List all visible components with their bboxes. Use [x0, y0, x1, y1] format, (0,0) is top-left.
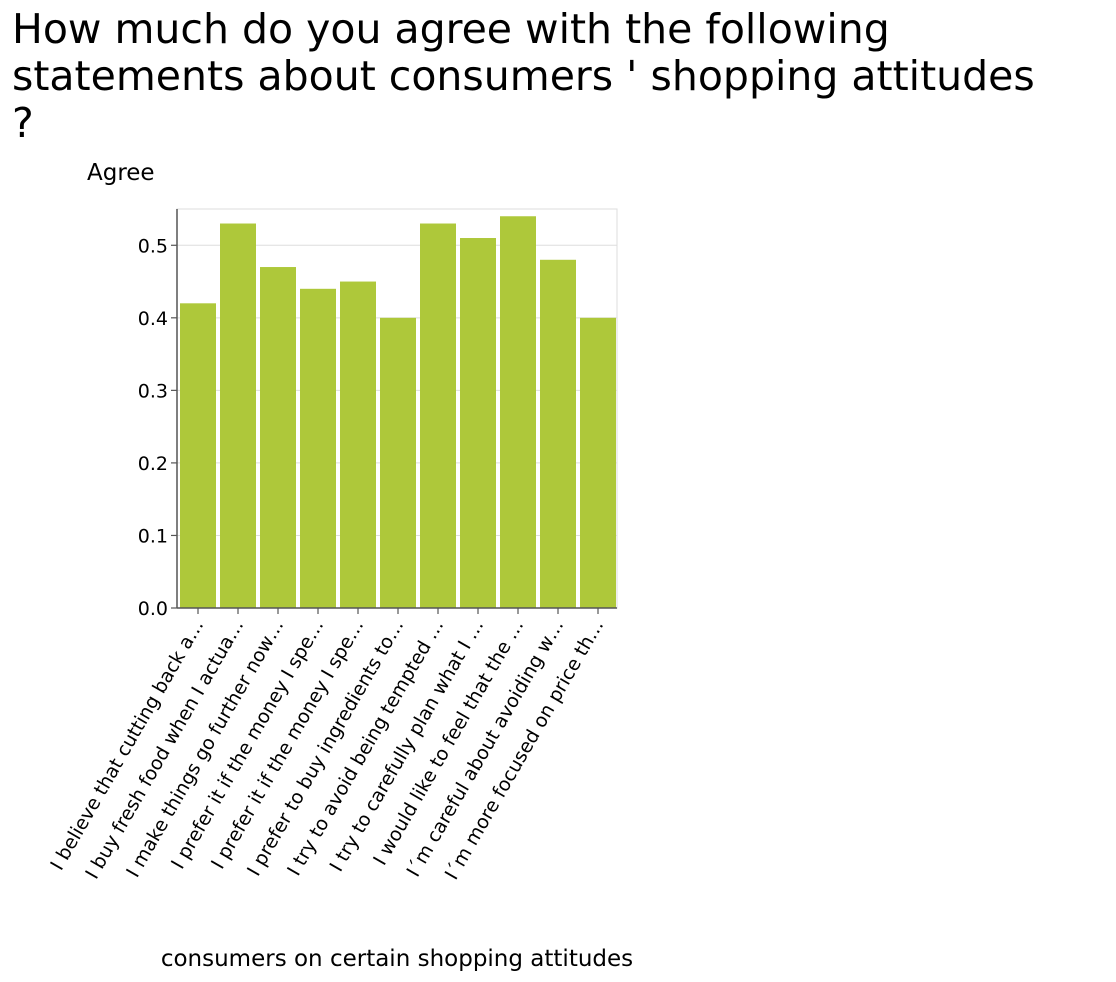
y-tick-label: 0.1	[138, 525, 168, 547]
bar	[180, 303, 216, 608]
bar	[220, 223, 256, 608]
bar	[260, 267, 296, 608]
bar	[380, 317, 416, 608]
y-tick-label: 0.4	[138, 308, 168, 330]
chart-title: How much do you agree with the following…	[12, 5, 1035, 147]
y-tick-label: 0.5	[138, 235, 168, 257]
x-axis-ticks: I believe that cutting back a…I buy fres…	[46, 608, 608, 884]
bar	[340, 281, 376, 608]
bar	[580, 317, 616, 608]
axes	[176, 209, 617, 609]
bar	[460, 238, 496, 608]
y-tick-label: 0.3	[138, 380, 168, 402]
y-tick-label: 0.0	[138, 598, 168, 620]
bar	[540, 259, 576, 608]
bars	[180, 216, 616, 608]
y-tick-label: 0.2	[138, 453, 168, 475]
bar	[500, 216, 536, 608]
y-axis-label: Agree	[87, 160, 155, 186]
bar	[300, 288, 336, 608]
bar	[420, 223, 456, 608]
x-axis-label: consumers on certain shopping attitudes	[161, 946, 633, 972]
y-axis-ticks: 0.0 0.1 0.2 0.3 0.4 0.5	[138, 235, 177, 620]
